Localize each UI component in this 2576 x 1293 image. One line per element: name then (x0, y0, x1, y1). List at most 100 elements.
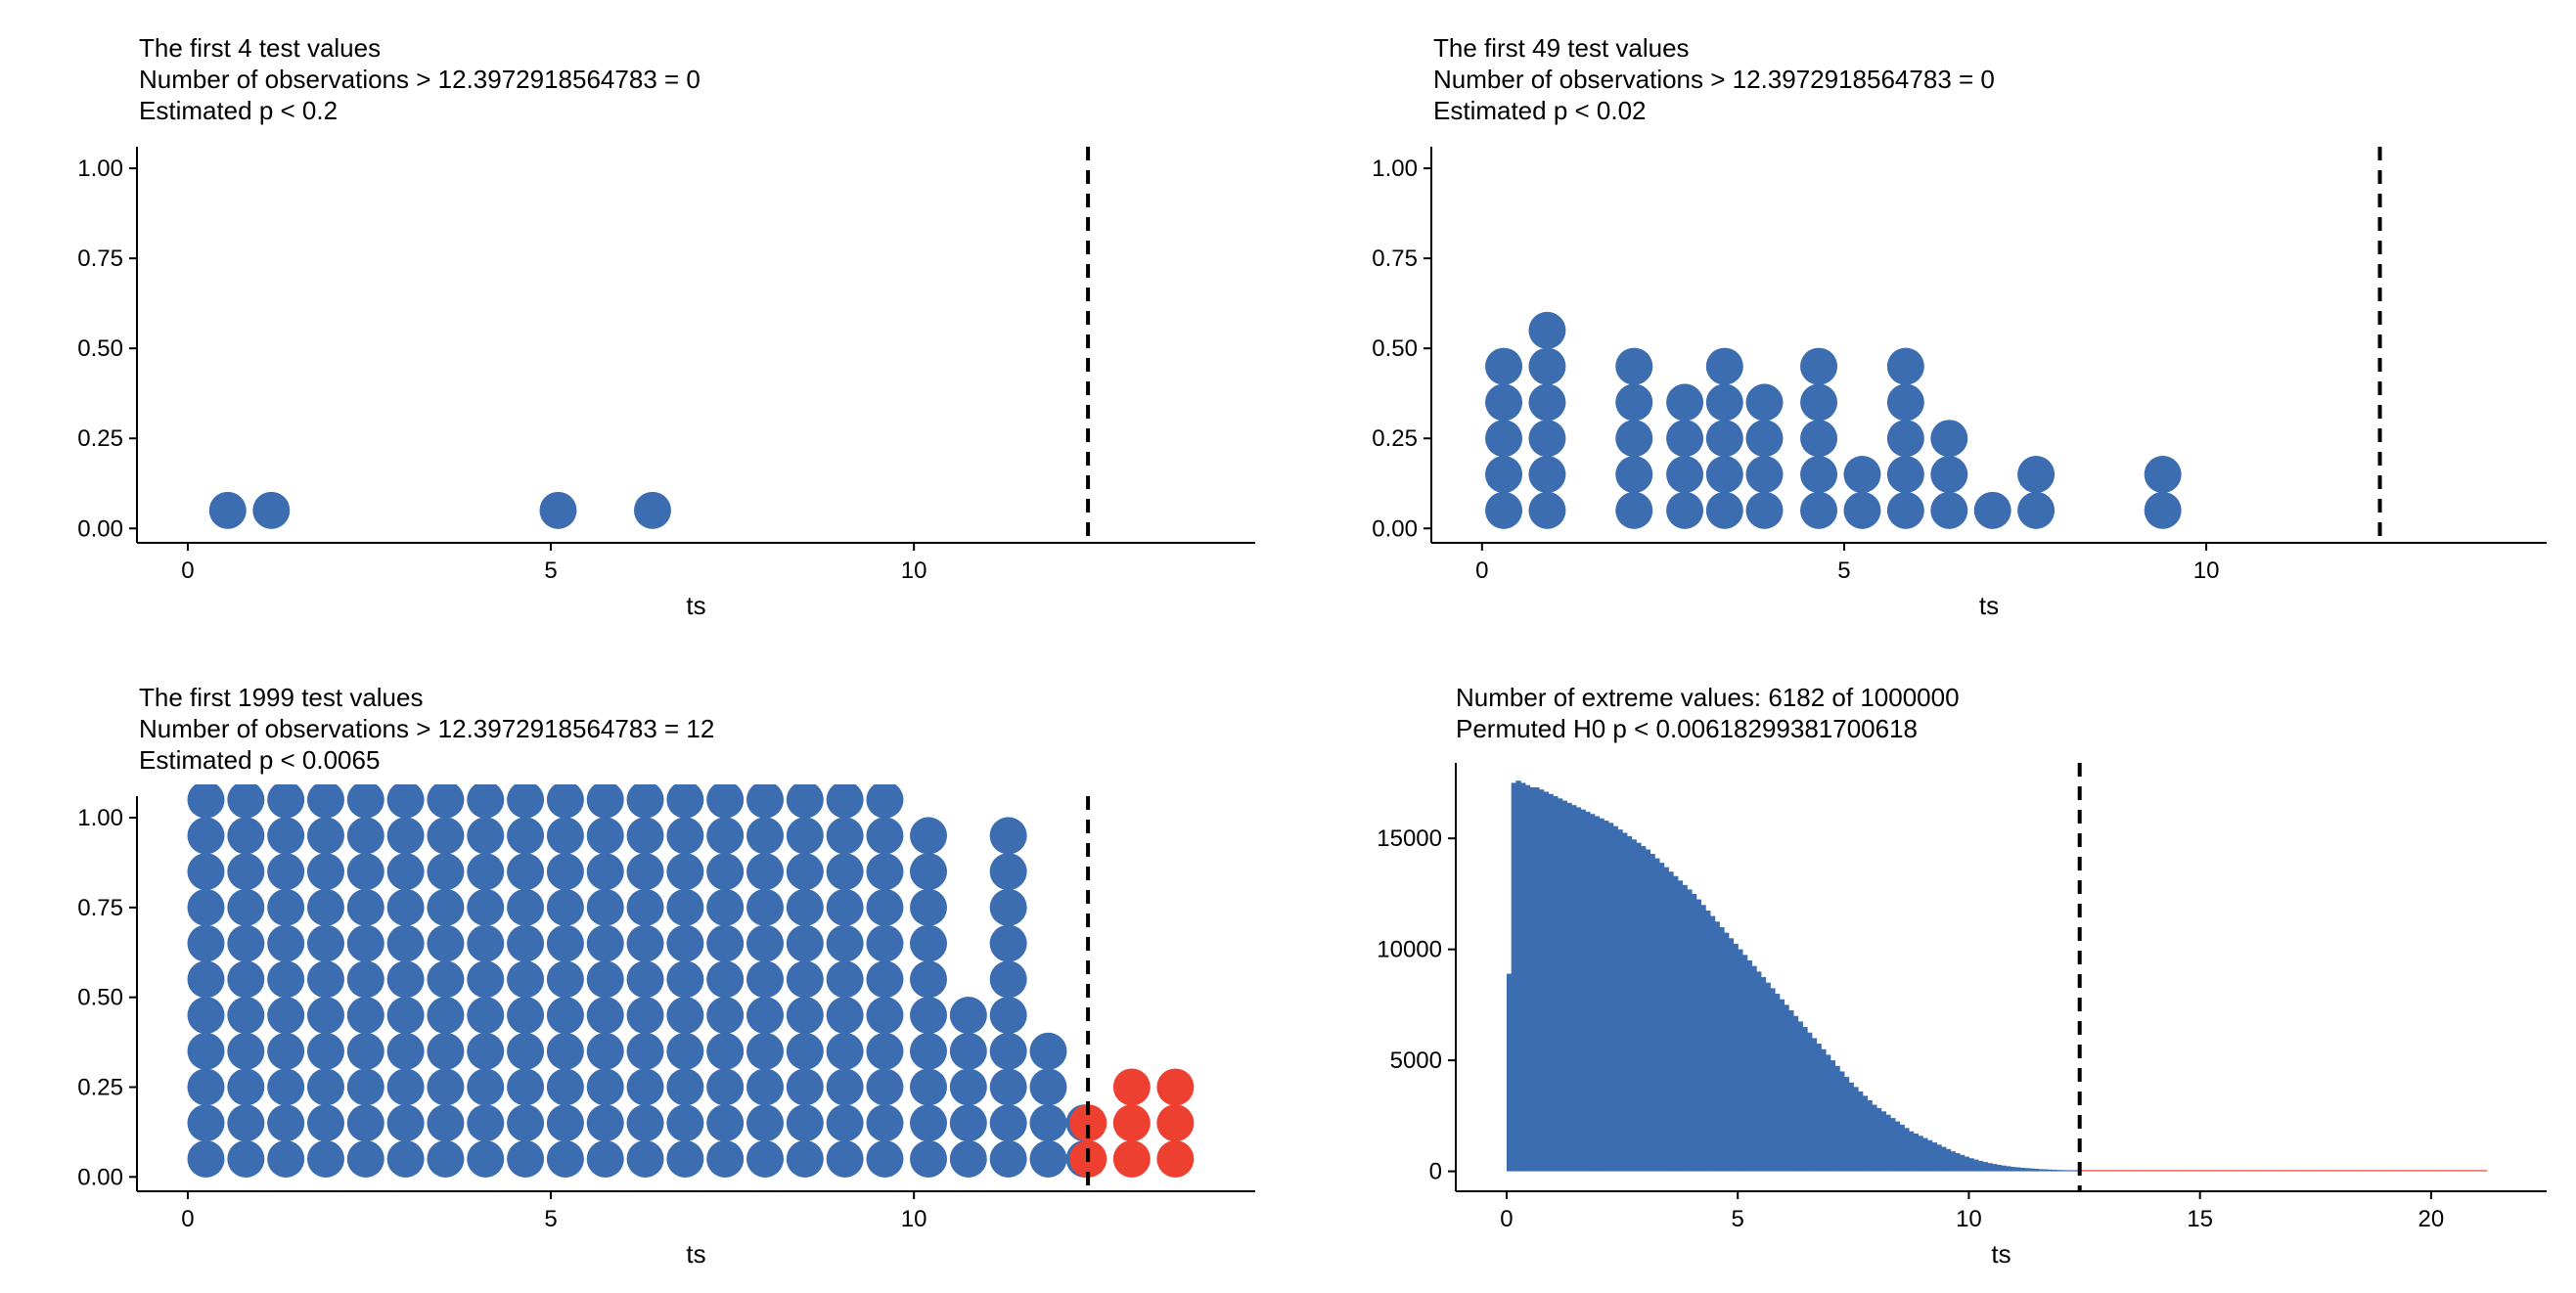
data-dot (188, 386, 225, 424)
histogram-bar (1515, 780, 1521, 1172)
data-dot (427, 243, 464, 280)
data-dot (910, 1139, 948, 1178)
data-dot (706, 602, 744, 639)
data-dot (427, 745, 464, 782)
data-dot (746, 1139, 785, 1178)
data-dot (706, 960, 745, 999)
data-dot (866, 888, 904, 926)
histogram-bar (1511, 782, 1517, 1172)
data-dot (826, 784, 864, 819)
data-dot (307, 350, 344, 387)
data-dot (347, 314, 384, 351)
data-dot (706, 745, 744, 782)
data-dot (347, 530, 384, 567)
data-dot (547, 0, 584, 28)
data-dot (306, 817, 344, 855)
data-dot (586, 1068, 624, 1106)
data-dot (746, 1068, 785, 1106)
data-dot (267, 784, 305, 819)
histogram-bar (1977, 1160, 1984, 1172)
data-dot (706, 1032, 745, 1070)
data-dot (826, 960, 864, 999)
data-dot (267, 206, 304, 244)
histogram-bar (1770, 988, 1776, 1172)
y-tick-label: 0.75 (1372, 245, 1418, 272)
data-dot (227, 458, 264, 495)
data-dot (346, 1068, 384, 1106)
data-dot (827, 386, 864, 424)
histogram-bar (2357, 1170, 2363, 1172)
y-tick-label: 15000 (1377, 825, 1442, 852)
histogram-bar (1612, 825, 1618, 1172)
data-dot (467, 602, 504, 639)
histogram-bar (1650, 854, 1655, 1172)
data-dot (627, 170, 664, 207)
histogram-bar (2162, 1170, 2169, 1172)
data-dot (188, 170, 225, 207)
data-dot (586, 960, 624, 999)
data-dot (949, 1139, 987, 1178)
data-dot (347, 638, 384, 675)
histogram-bar (2218, 1170, 2224, 1172)
data-dot (666, 243, 703, 280)
data-dot (587, 314, 624, 351)
data-dot (586, 853, 624, 891)
data-dot (706, 530, 744, 567)
data-dot (1666, 491, 1704, 529)
data-dot (187, 1032, 225, 1070)
data-dot (387, 530, 425, 567)
data-dot (427, 135, 464, 172)
data-dot (347, 422, 384, 459)
data-dot (866, 0, 903, 28)
data-dot (587, 530, 624, 567)
data-dot (866, 206, 903, 244)
data-dot (346, 1032, 384, 1070)
data-dot (267, 960, 305, 999)
histogram-bar (2347, 1170, 2354, 1172)
data-dot (1528, 491, 1566, 529)
histogram-bar (2454, 1170, 2460, 1172)
data-dot (187, 960, 225, 999)
histogram-bar (2167, 1170, 2173, 1172)
data-dot (827, 206, 864, 244)
data-dot (827, 99, 864, 136)
histogram-bar (2232, 1170, 2238, 1172)
data-dot (746, 314, 784, 351)
data-dot (307, 278, 344, 315)
data-dot (227, 530, 264, 567)
data-dot (1886, 347, 1924, 385)
data-dot (1930, 420, 1968, 458)
data-dot (386, 784, 425, 819)
histogram-bar (1594, 816, 1601, 1172)
data-dot (866, 422, 903, 459)
data-dot (706, 997, 745, 1035)
data-dot (746, 530, 784, 567)
data-dot (826, 997, 864, 1035)
histogram-bar (1926, 1139, 1933, 1172)
data-dot (507, 817, 545, 855)
data-dot (627, 673, 664, 710)
data-dot (227, 170, 264, 207)
data-dot (267, 997, 305, 1035)
data-dot (1886, 420, 1924, 458)
data-dot (386, 1032, 425, 1070)
data-dot (827, 170, 864, 207)
data-dot (666, 422, 703, 459)
histogram-bar (2333, 1170, 2339, 1172)
data-dot (1843, 491, 1881, 529)
data-dot (227, 278, 264, 315)
data-dot (786, 1068, 824, 1106)
data-dot (2144, 491, 2182, 529)
data-dot (787, 530, 824, 567)
data-dot (267, 1104, 305, 1142)
histogram-bar (2375, 1170, 2381, 1172)
y-tick-label: 0 (1429, 1159, 1442, 1185)
y-tick-label: 1.00 (77, 156, 123, 182)
data-dot (633, 491, 671, 529)
data-dot (627, 314, 664, 351)
data-dot (507, 26, 544, 64)
data-dot (346, 888, 384, 926)
data-dot (787, 745, 824, 782)
data-dot (347, 350, 384, 387)
